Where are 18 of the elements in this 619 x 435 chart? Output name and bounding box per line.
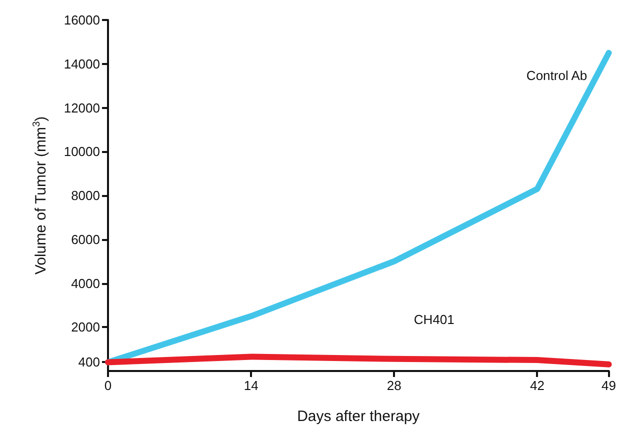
x-tick-label: 0: [104, 378, 112, 393]
y-tick-label: 12000: [64, 100, 100, 116]
x-tick-label: 49: [602, 378, 616, 393]
y-tick-label: 8000: [71, 188, 100, 203]
y-axis-title: Volume of Tumor (mm3): [32, 116, 50, 275]
x-tick-label: 42: [530, 378, 544, 393]
y-tick-label: 10000: [64, 144, 100, 160]
x-tick-label: 14: [244, 378, 258, 393]
y-tick-label: 2000: [71, 320, 100, 335]
x-axis-title: Days after therapy: [297, 408, 420, 425]
y-tick-label: 14000: [64, 56, 100, 72]
text: CH401: [414, 312, 454, 327]
y-tick-label: 400: [78, 354, 100, 370]
series-label: Control Ab: [526, 68, 588, 83]
x-tick-label: 28: [386, 378, 402, 393]
y-tick-label: 4000: [71, 276, 100, 291]
y-tick-label: 6000: [71, 232, 100, 247]
y-tick-label: 16000: [64, 12, 100, 28]
